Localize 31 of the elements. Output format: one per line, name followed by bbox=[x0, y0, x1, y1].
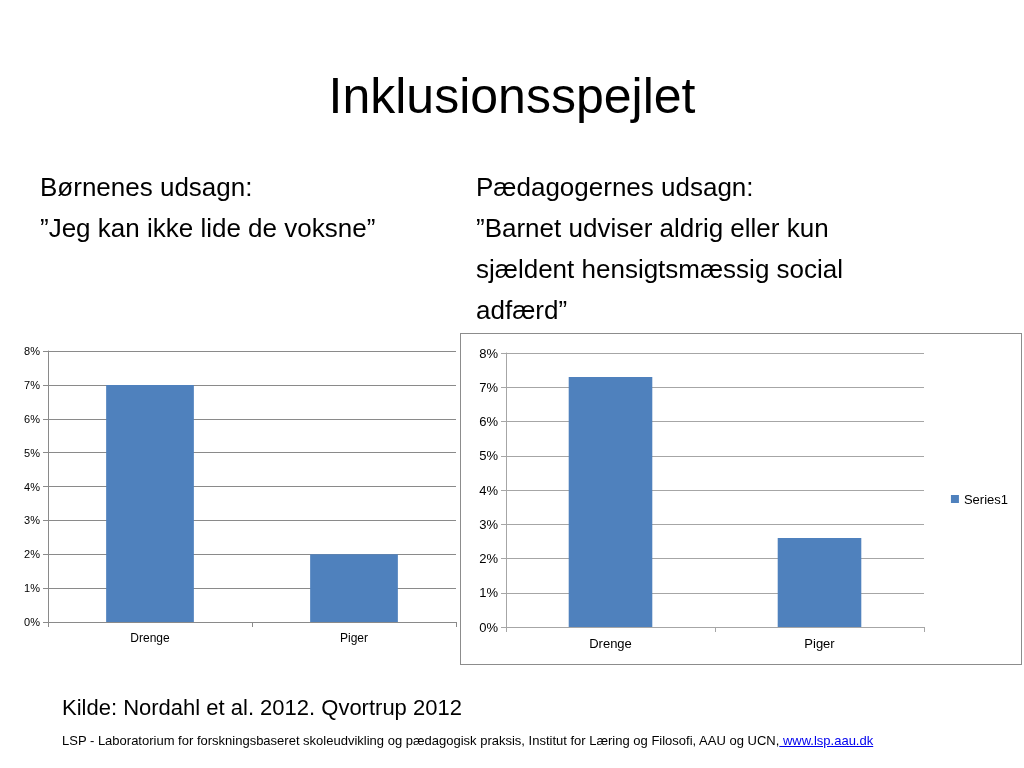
x-tick-label: Drenge bbox=[130, 631, 170, 645]
chart-title: Pædagogernes udsagn: bbox=[476, 171, 755, 204]
y-tick-label: 7% bbox=[24, 378, 41, 391]
y-tick-label: 3% bbox=[24, 514, 41, 527]
text: Kilde: Nordahl et al. 2012. Qvortrup 2012 bbox=[62, 694, 462, 722]
y-tick-label: 1% bbox=[24, 582, 41, 595]
text: LSP - Laboratorium for forskningsbaseret skoleudvikling og pædagogisk praksis, Institut for Læring og Filosofi, AAU og UCN, bbox=[62, 733, 780, 748]
y-tick-label: 2% bbox=[24, 548, 41, 561]
y-tick-label: 8% bbox=[479, 345, 499, 361]
chart-title: Børnenes udsagn: bbox=[40, 171, 254, 204]
y-tick-label: 6% bbox=[479, 414, 499, 429]
y-tick-label: 5% bbox=[479, 448, 499, 464]
y-tick-label: 4% bbox=[479, 482, 499, 498]
x-tick-label: Piger bbox=[804, 636, 836, 651]
y-tick-label: 2% bbox=[479, 551, 499, 566]
legend-label: Series1 bbox=[963, 491, 1008, 507]
y-tick-label: 0% bbox=[24, 616, 41, 628]
y-tick-label: 5% bbox=[24, 446, 41, 459]
x-tick-label: Piger bbox=[339, 631, 369, 645]
y-tick-label: 6% bbox=[24, 412, 41, 425]
text: www.lsp.aau.dk bbox=[781, 733, 874, 748]
text: Inklusionsspejlet bbox=[327, 67, 697, 126]
y-tick-label: 7% bbox=[479, 379, 499, 395]
y-tick-label: 0% bbox=[479, 619, 499, 635]
chart-subtitle: ”Barnet udviser aldrig eller kun sjældent hensigtsmæssig social adfærd” bbox=[476, 212, 845, 327]
y-tick-label: 4% bbox=[24, 480, 41, 493]
chart-subtitle: ”Jeg kan ikke lide de voksne” bbox=[40, 212, 377, 245]
y-tick-label: 8% bbox=[24, 345, 41, 357]
y-tick-label: 1% bbox=[479, 585, 499, 601]
y-tick-label: 3% bbox=[479, 516, 499, 532]
x-tick-label: Drenge bbox=[589, 636, 632, 651]
